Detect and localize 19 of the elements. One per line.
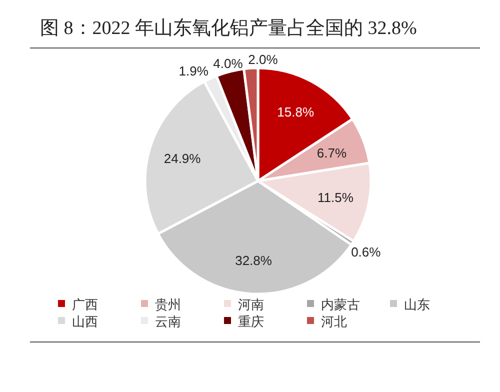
data-label: 32.8%	[235, 252, 272, 268]
legend-label: 山东	[404, 297, 430, 312]
legend-label: 云南	[155, 314, 181, 329]
legend-label: 重庆	[238, 314, 264, 329]
chart-title: 图 8：2022 年山东氧化铝产量占全国的 32.8%	[40, 18, 417, 39]
data-label: 1.9%	[178, 63, 209, 78]
data-label: 11.5%	[318, 190, 354, 205]
legend-label: 内蒙古	[321, 297, 360, 312]
data-label: 4.0%	[213, 56, 244, 71]
data-label: 6.7%	[316, 145, 347, 160]
legend-label: 河南	[238, 297, 264, 312]
data-label: 0.6%	[351, 244, 382, 260]
data-label: 15.8%	[277, 104, 314, 120]
legend-label: 山西	[72, 314, 98, 329]
data-label: 2.0%	[248, 52, 278, 68]
data-label: 24.9%	[164, 151, 202, 166]
legend-label: 河北	[321, 314, 347, 329]
legend-label: 广西	[72, 297, 98, 312]
legend-label: 贵州	[155, 297, 181, 312]
